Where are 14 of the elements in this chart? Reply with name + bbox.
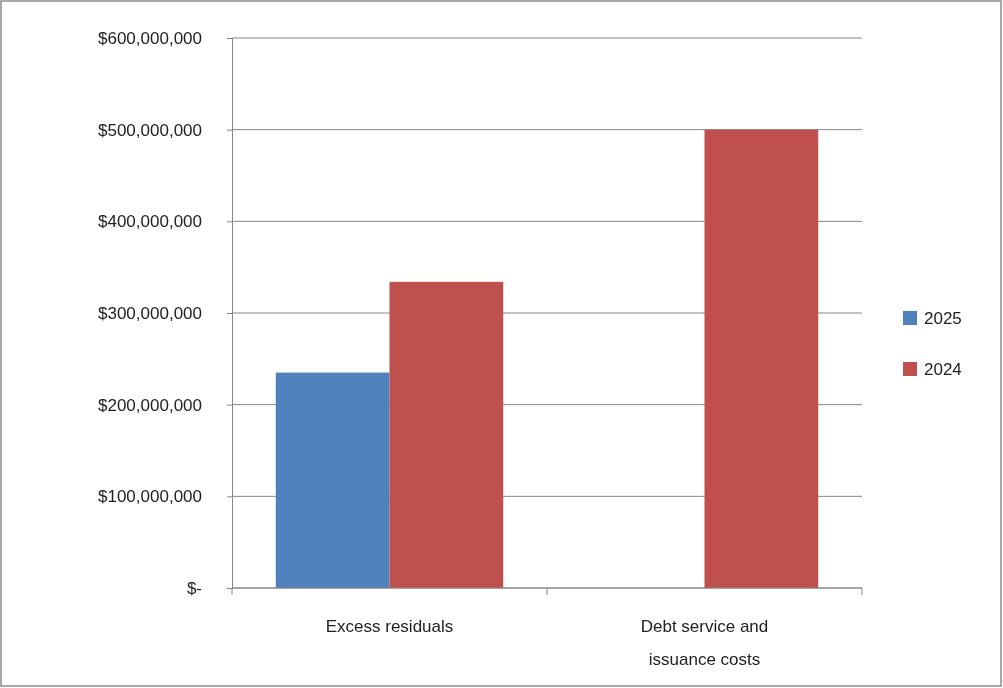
- x-tick-label: Debt service and issuance costs: [640, 617, 769, 669]
- y-tick-label: $400,000,000: [98, 212, 202, 232]
- y-tick-label: $200,000,000: [98, 395, 202, 415]
- bar: [389, 281, 504, 588]
- legend-label: 2025: [924, 309, 962, 328]
- y-tick-label: $600,000,000: [98, 28, 202, 48]
- y-tick-label: $100,000,000: [98, 487, 202, 507]
- y-tick-label: $-: [186, 578, 202, 598]
- x-tick-label: Excess residuals: [325, 617, 454, 636]
- y-tick-label: $500,000,000: [98, 120, 202, 140]
- y-tick-label: $300,000,000: [98, 303, 202, 323]
- legend-label: 2024: [924, 360, 962, 379]
- bar: [275, 372, 390, 588]
- bar: [704, 129, 819, 588]
